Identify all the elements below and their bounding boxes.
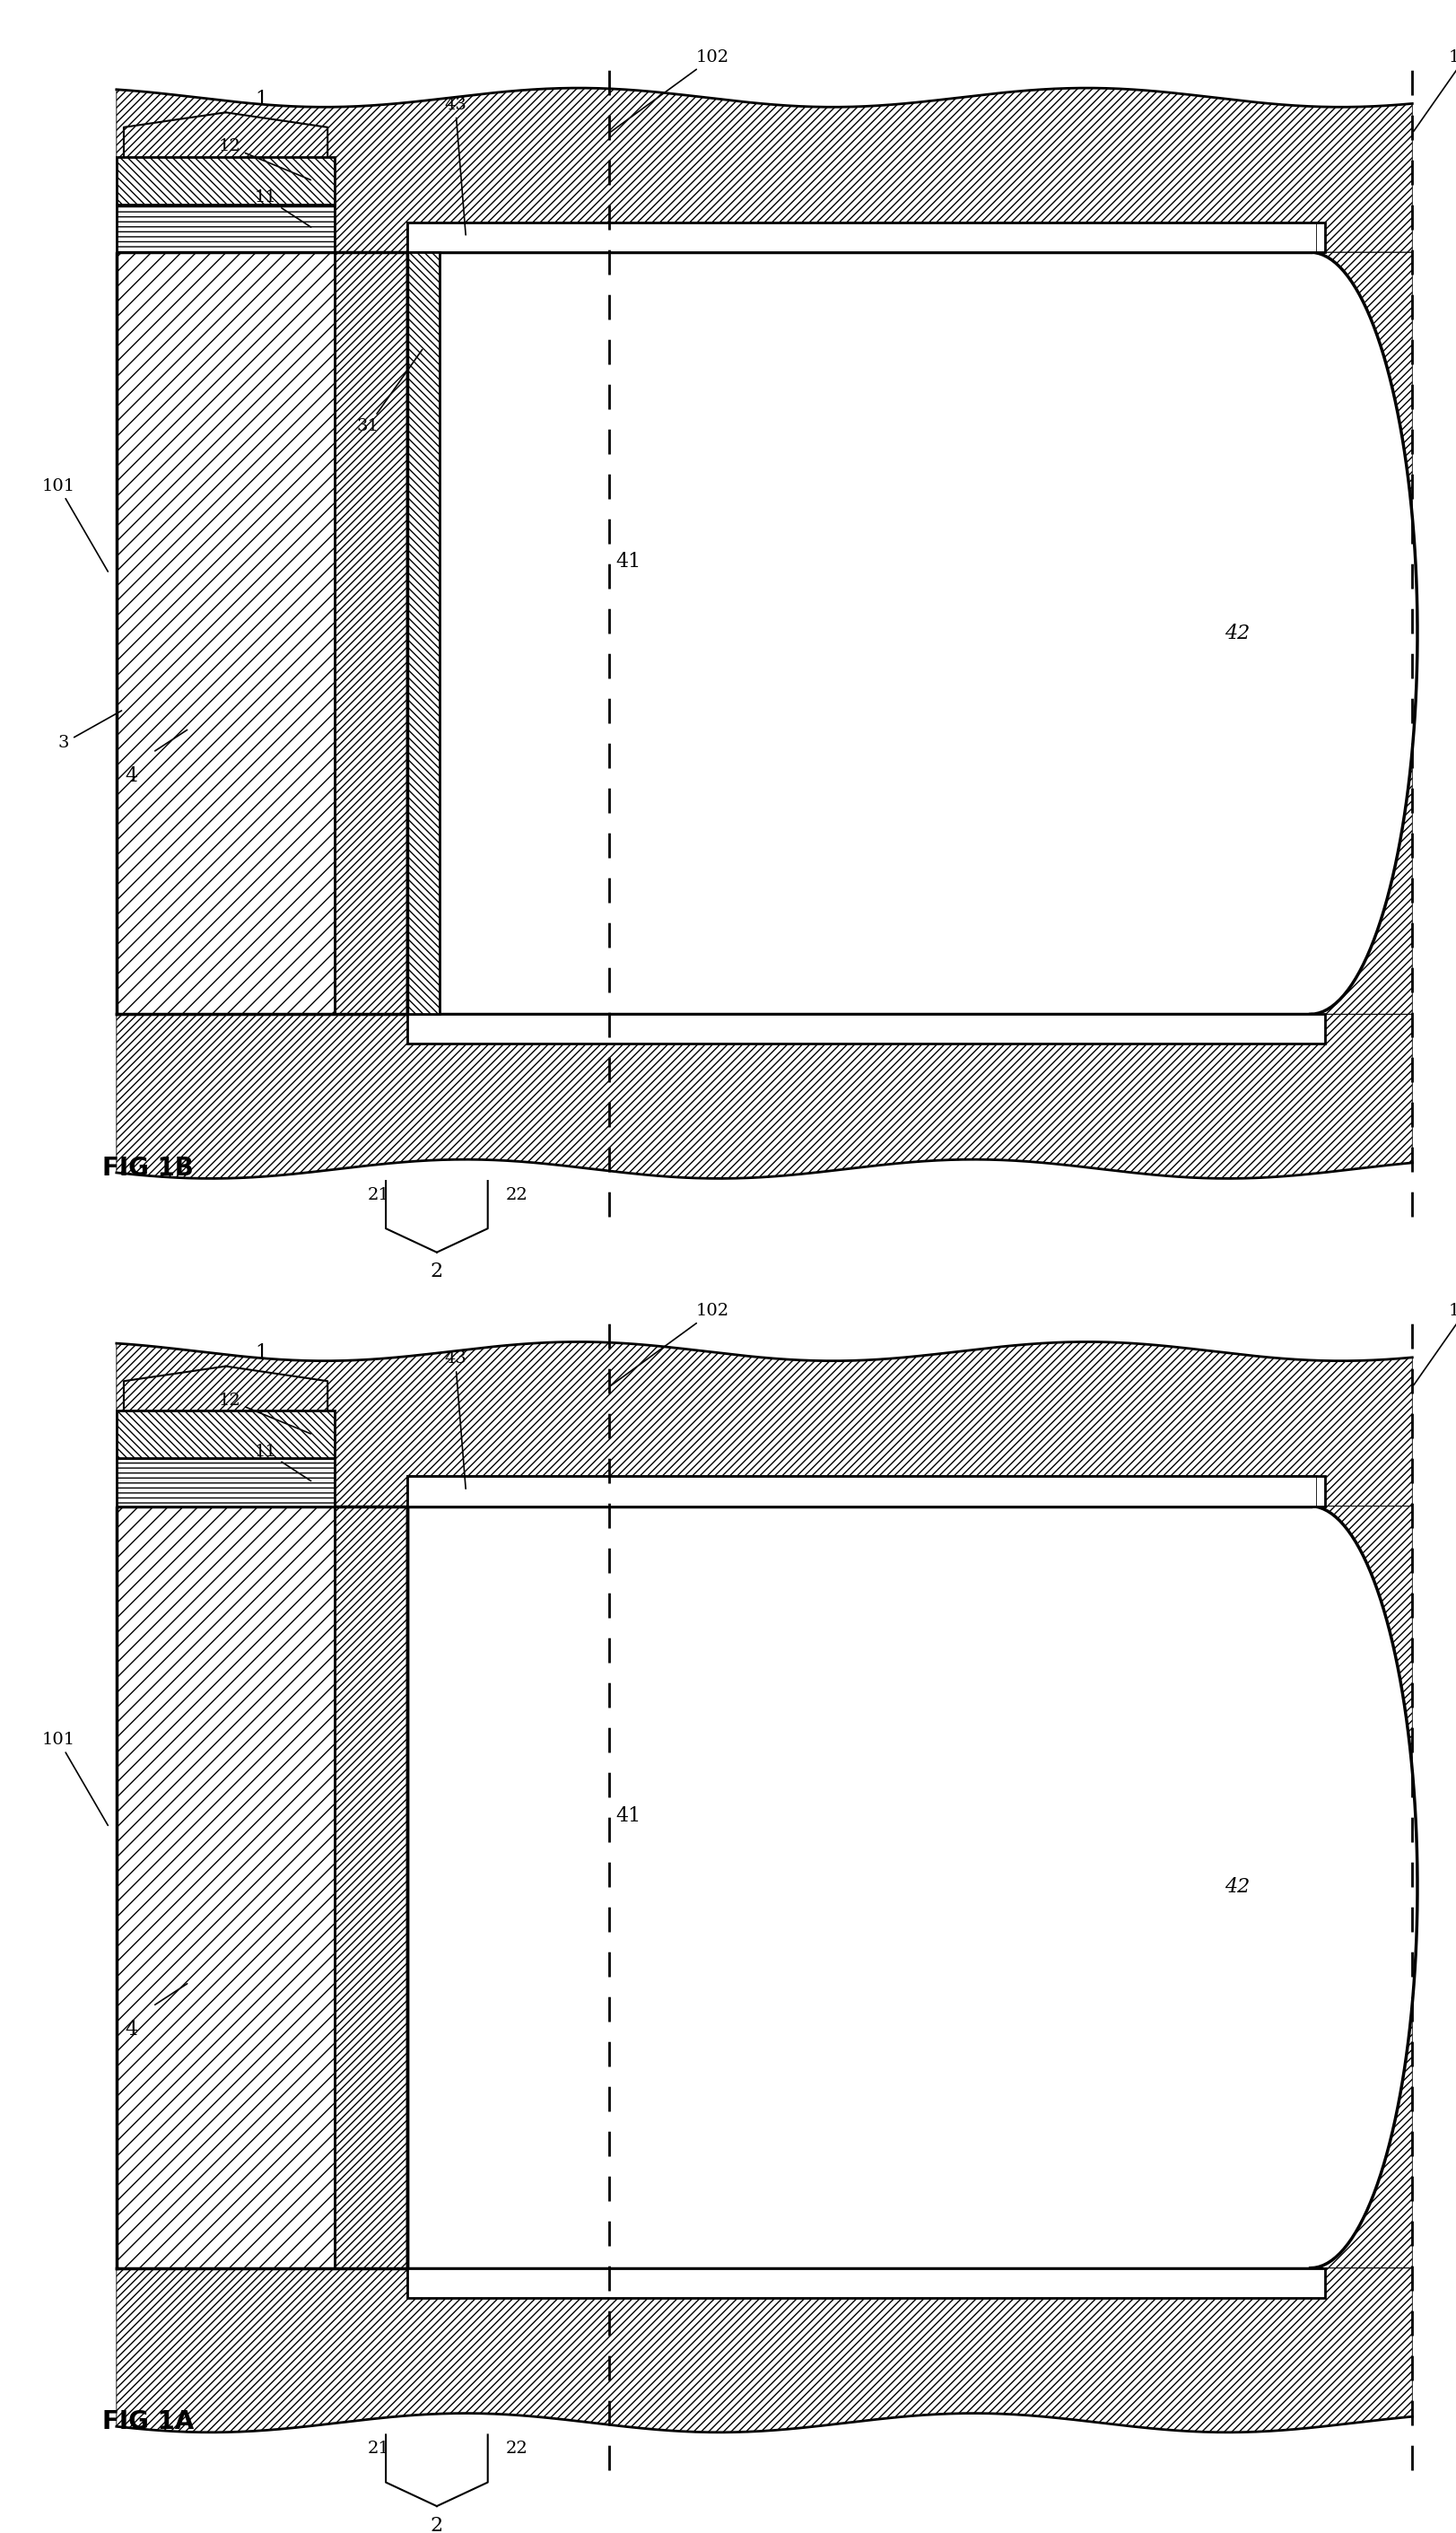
Polygon shape <box>116 253 335 1013</box>
Polygon shape <box>408 1477 1325 1507</box>
Text: 4: 4 <box>125 767 137 785</box>
Text: 22: 22 <box>505 2442 529 2457</box>
Text: 3: 3 <box>58 712 122 752</box>
Text: 4: 4 <box>125 2021 137 2039</box>
Text: 2: 2 <box>431 1261 443 1282</box>
Polygon shape <box>116 157 335 205</box>
Text: 41: 41 <box>616 1806 642 1826</box>
Text: 22: 22 <box>505 1188 529 1203</box>
Polygon shape <box>408 223 1325 253</box>
Polygon shape <box>1310 1507 1417 2267</box>
Text: 103: 103 <box>1414 48 1456 132</box>
Polygon shape <box>408 1507 1417 2267</box>
Text: FIG 1A: FIG 1A <box>102 2409 194 2434</box>
Text: 21: 21 <box>367 2442 390 2457</box>
Text: 31: 31 <box>357 350 422 436</box>
Polygon shape <box>335 253 408 1013</box>
Text: 1: 1 <box>255 1342 268 1363</box>
Polygon shape <box>116 1507 335 2267</box>
Polygon shape <box>408 253 440 1013</box>
Polygon shape <box>408 1013 1325 1044</box>
Polygon shape <box>1310 253 1417 1013</box>
Polygon shape <box>408 253 1417 1013</box>
Polygon shape <box>116 1459 335 1507</box>
Polygon shape <box>116 2267 1412 2432</box>
Text: 21: 21 <box>367 1188 390 1203</box>
Polygon shape <box>116 205 335 253</box>
Polygon shape <box>116 89 1412 253</box>
Text: 12: 12 <box>218 1393 310 1434</box>
Polygon shape <box>408 1477 1316 1507</box>
Text: 42: 42 <box>1224 1877 1251 1897</box>
Polygon shape <box>408 2267 1325 2297</box>
Text: 101: 101 <box>42 479 108 572</box>
Polygon shape <box>116 1342 1412 1507</box>
Text: 43: 43 <box>444 96 466 236</box>
Text: 11: 11 <box>255 190 312 228</box>
Text: 41: 41 <box>616 552 642 572</box>
Polygon shape <box>116 1411 335 1459</box>
Polygon shape <box>408 223 1316 253</box>
Text: 11: 11 <box>255 1444 312 1482</box>
Text: 12: 12 <box>218 139 310 180</box>
Text: 43: 43 <box>444 1350 466 1489</box>
Text: 103: 103 <box>1414 1302 1456 1386</box>
Text: 102: 102 <box>612 1302 729 1386</box>
Polygon shape <box>116 1013 1412 1178</box>
Text: 101: 101 <box>42 1733 108 1826</box>
Text: 1: 1 <box>255 89 268 109</box>
Polygon shape <box>335 1507 408 2267</box>
Text: 102: 102 <box>612 48 729 132</box>
Text: 2: 2 <box>431 2515 443 2533</box>
Text: FIG 1B: FIG 1B <box>102 1155 194 1180</box>
Text: 42: 42 <box>1224 623 1251 643</box>
